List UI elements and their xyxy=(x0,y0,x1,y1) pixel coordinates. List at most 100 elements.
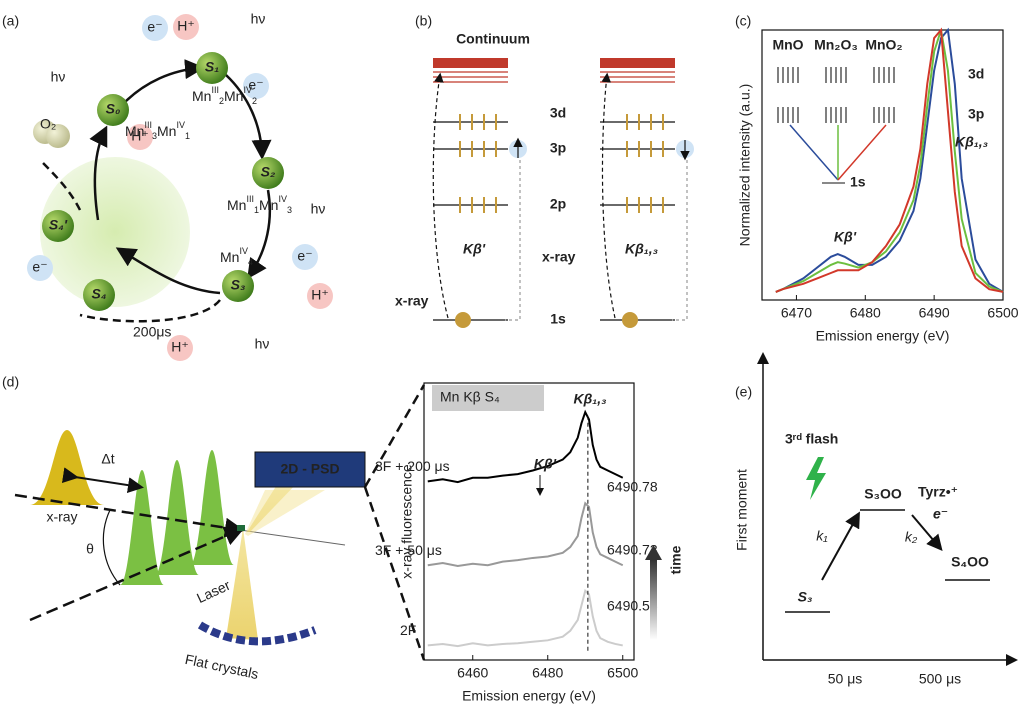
mn-part: III xyxy=(246,194,254,204)
y-axis-label: Normalized intensity (a.u.) xyxy=(737,84,753,247)
mn-part: III xyxy=(211,85,219,95)
xray-label: x-ray xyxy=(395,293,429,309)
x-tick-label: 6480 xyxy=(850,305,881,321)
crystals-label: Flat crystals xyxy=(184,651,260,682)
mn-label: MnIII1MnIV3 xyxy=(227,194,292,215)
mn-part: 2 xyxy=(252,96,257,106)
panel-label: (b) xyxy=(415,13,432,29)
state-label: S₂ xyxy=(261,164,276,180)
y-axis-label: First moment xyxy=(734,469,750,551)
mn-part: Mn xyxy=(259,197,278,213)
mn-part: Mn xyxy=(224,88,243,104)
angle-label: θ xyxy=(86,541,94,557)
photon: hν xyxy=(51,69,66,85)
xray-label: x-ray xyxy=(46,509,77,525)
mn-part: Mn xyxy=(192,88,211,104)
panel-label: (a) xyxy=(2,13,19,29)
mn-part: Mn xyxy=(220,249,239,265)
legend-label: MnO xyxy=(772,37,803,53)
token: H⁺ xyxy=(171,339,189,355)
mn-part: IV xyxy=(278,194,287,204)
rate-label: k₂ xyxy=(905,529,918,545)
state-label: S₃OO xyxy=(864,486,902,502)
series-label: 3F + 50 μs xyxy=(375,542,442,558)
mn-label: MnIII3MnIV1 xyxy=(125,120,190,141)
level-label: 1s xyxy=(550,311,566,327)
line-label: Kβ₁,₃ xyxy=(625,241,658,257)
delay-label: Δt xyxy=(101,451,114,467)
time-label: 500 μs xyxy=(919,671,961,687)
state-label: S₁ xyxy=(205,59,219,75)
tyr-label: Tyrᴢ•⁺ xyxy=(918,484,958,500)
level-label: 2p xyxy=(550,196,566,212)
legend-label: Mn₂O₃ xyxy=(814,37,858,53)
mn-part: IV xyxy=(176,120,185,130)
photon: hν xyxy=(255,336,270,352)
state-label: S₃ xyxy=(798,589,813,605)
annotation: Kβ' xyxy=(534,456,557,472)
x-tick-label: 6490 xyxy=(919,305,950,321)
x-axis-label: Emission energy (eV) xyxy=(816,328,950,344)
annotation: Kβ₁,₃ xyxy=(573,391,606,407)
state-label: S₄' xyxy=(49,217,68,233)
mn-part: Mn xyxy=(227,197,246,213)
x-tick-label: 6500 xyxy=(607,665,638,681)
level-label: 3p xyxy=(550,140,566,156)
o2-label: O₂ xyxy=(40,116,56,132)
line-label: Kβ' xyxy=(463,241,486,257)
mn-part: III xyxy=(144,120,152,130)
mn-part: Mn xyxy=(157,123,176,139)
flash-label: 3ʳᵈ flash xyxy=(785,431,838,447)
token: e⁻ xyxy=(32,259,47,275)
level-label: 3d xyxy=(550,105,566,121)
mn-part: Mn xyxy=(125,123,144,139)
time-label: time xyxy=(668,545,684,574)
mn-part: IV xyxy=(239,246,248,256)
photon: hν xyxy=(311,201,326,217)
token: H⁺ xyxy=(177,18,195,34)
y-axis-label: x-ray fluorescence xyxy=(399,464,415,579)
time-label: 50 μs xyxy=(828,671,863,687)
data-line xyxy=(428,591,623,646)
plot-frame xyxy=(424,383,634,660)
legend-label: MnO₂ xyxy=(865,37,902,53)
panel-label: (c) xyxy=(735,13,751,29)
annotation: Kβ' xyxy=(834,229,857,245)
mn-part: 4 xyxy=(248,257,253,267)
mn-part: 3 xyxy=(287,205,292,215)
time-arrow xyxy=(650,560,657,640)
figure: (a) (b) (c) (d) (e) S₀ S₁ S₂ S₃ S₄ S₄' H⁺ e⁻ e⁻ H⁺ e⁻ e⁻… xyxy=(0,0,1027,706)
xray-label: x-ray xyxy=(542,249,576,265)
state-label: S₀ xyxy=(106,101,121,117)
x-tick-label: 6460 xyxy=(457,665,488,681)
x-tick-label: 6480 xyxy=(532,665,563,681)
inset-transition xyxy=(790,125,838,180)
state-label: S₄OO xyxy=(951,554,989,570)
token: e⁻ xyxy=(147,19,162,35)
x-axis-label: Emission energy (eV) xyxy=(462,688,596,704)
data-line xyxy=(428,412,623,482)
inset-level: 1s xyxy=(850,174,866,190)
x-tick-label: 6500 xyxy=(987,305,1018,321)
series-label: 3F + 200 μs xyxy=(375,458,450,474)
inset-level: 3d xyxy=(968,66,984,82)
token: e⁻ xyxy=(297,248,312,264)
mn-part: IV xyxy=(243,85,252,95)
photon: hν xyxy=(251,11,266,27)
inset-transition xyxy=(838,125,886,180)
laser-label: Laser xyxy=(194,577,233,606)
mn-label: MnIV4 xyxy=(220,246,253,267)
detector-label: 2D - PSD xyxy=(280,461,339,477)
panel-label: (d) xyxy=(2,374,19,390)
state-label: S₄ xyxy=(92,286,107,302)
delay-label: 200μs xyxy=(133,324,171,340)
electron-label: e⁻ xyxy=(933,506,948,522)
rate-label: k₁ xyxy=(816,528,828,544)
panel-b-shapes xyxy=(433,58,694,328)
annotation: Kβ₁,₃ xyxy=(955,134,988,150)
token: H⁺ xyxy=(311,287,329,303)
state-label: S₃ xyxy=(231,277,246,293)
mn-part: 1 xyxy=(185,131,190,141)
panel-label: (e) xyxy=(735,384,752,400)
panel-e-shapes xyxy=(763,355,1015,660)
